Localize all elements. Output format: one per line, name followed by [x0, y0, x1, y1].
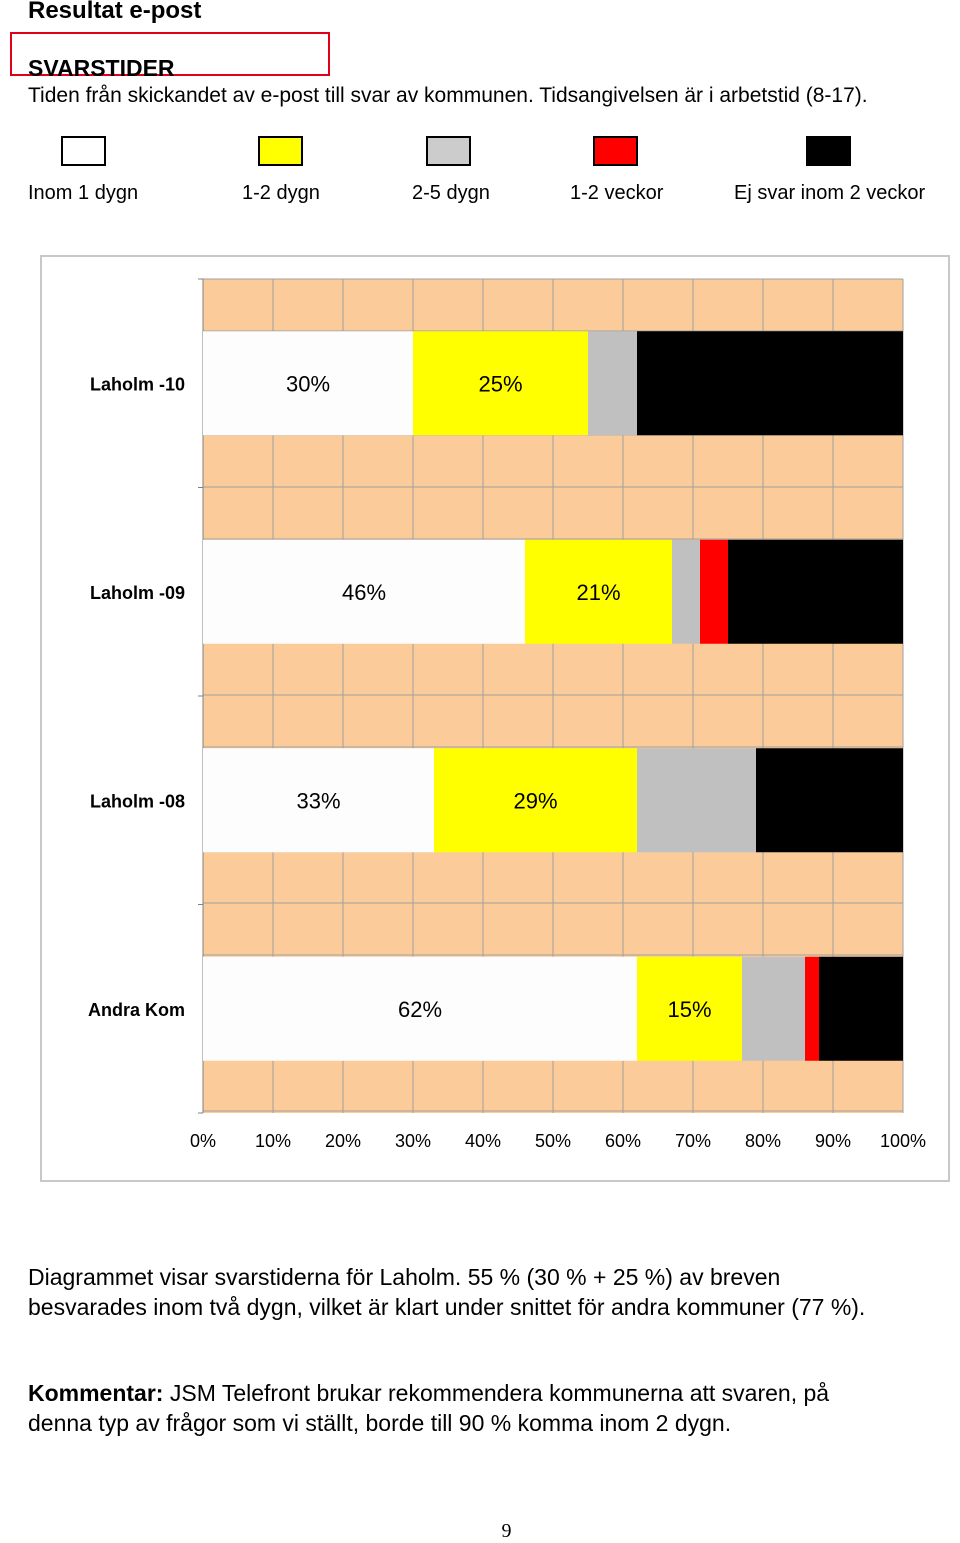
section-title: SVARSTIDER	[28, 55, 175, 81]
bar-segment	[805, 956, 819, 1061]
x-tick-label: 80%	[745, 1131, 781, 1151]
legend-swatch-1-2-dygn	[258, 136, 303, 166]
data-label: 30%	[286, 371, 330, 396]
legend-swatch-inom-1-dygn	[61, 136, 106, 166]
bar-segment	[203, 748, 434, 853]
legend-label-inom-1-dygn: Inom 1 dygn	[28, 182, 139, 204]
x-tick-label: 50%	[535, 1131, 571, 1151]
bar-segment	[588, 331, 637, 436]
bar-segment	[700, 539, 728, 644]
x-tick-label: 20%	[325, 1131, 361, 1151]
bar-segment	[525, 539, 672, 644]
legend-label-1-2-dygn: 1-2 dygn	[242, 182, 320, 204]
legend-swatch-2-5-dygn	[426, 136, 471, 166]
category-label: Laholm -10	[90, 374, 185, 394]
legend-label-2-5-dygn: 2-5 dygn	[412, 182, 490, 204]
x-tick-label: 30%	[395, 1131, 431, 1151]
bar-segment	[819, 956, 903, 1061]
data-label: 33%	[296, 788, 340, 813]
data-label: 25%	[478, 371, 522, 396]
chart-frame: 30% 25% Laholm -10 46% 21% Laholm -09 33% 29% La…	[40, 255, 950, 1182]
bar-segment	[203, 956, 637, 1061]
bar-segment	[203, 331, 413, 436]
stacked-bar-chart: 30% 25% Laholm -10 46% 21% Laholm -09 33% 29% La…	[88, 278, 926, 1151]
page-number: 9	[501, 1520, 512, 1542]
page-title: Resultat e-post	[28, 0, 202, 24]
data-label: 21%	[576, 580, 620, 605]
legend-swatch-ej-svar	[806, 136, 851, 166]
section-description: Tiden från skickandet av e-post till sva…	[28, 84, 868, 107]
bar-segment	[742, 956, 805, 1061]
bar-segment	[203, 539, 525, 644]
data-label: 46%	[342, 580, 386, 605]
x-tick-label: 70%	[675, 1131, 711, 1151]
legend-swatch-1-2-veckor	[593, 136, 638, 166]
legend-label-ej-svar: Ej svar inom 2 veckor	[734, 182, 926, 204]
highlight-box	[10, 32, 330, 76]
bar-segment	[756, 748, 903, 853]
x-tick-label: 0%	[190, 1131, 216, 1151]
category-label: Andra Kom	[88, 1000, 185, 1020]
data-label: 15%	[667, 997, 711, 1022]
bar-segment	[413, 331, 588, 436]
data-label: 62%	[398, 997, 442, 1022]
bar-segment	[637, 331, 903, 436]
comment-text: JSM Telefront brukar rekommendera kommun…	[163, 1380, 830, 1406]
x-tick-label: 90%	[815, 1131, 851, 1151]
paragraph-line-2: besvarades inom två dygn, vilket är klar…	[28, 1294, 866, 1320]
bar-segment	[672, 539, 700, 644]
comment-label: Kommentar:	[28, 1380, 164, 1406]
comment-line-2: denna typ av frågor som vi ställt, borde…	[28, 1410, 732, 1436]
category-label: Laholm -08	[90, 791, 185, 811]
x-tick-label: 10%	[255, 1131, 291, 1151]
comment-line-1: Kommentar: JSM Telefront brukar rekommen…	[28, 1378, 829, 1408]
x-tick-label: 60%	[605, 1131, 641, 1151]
x-tick-label: 40%	[465, 1131, 501, 1151]
bar-segment	[728, 539, 903, 644]
bar-segment	[637, 956, 742, 1061]
bar-segment	[434, 748, 637, 853]
legend-label-1-2-veckor: 1-2 veckor	[570, 182, 664, 204]
data-label: 29%	[513, 788, 557, 813]
x-tick-label: 100%	[880, 1131, 926, 1151]
paragraph-line-1: Diagrammet visar svarstiderna för Laholm…	[28, 1264, 781, 1290]
category-label: Laholm -09	[90, 583, 185, 603]
bar-segment	[637, 748, 756, 853]
